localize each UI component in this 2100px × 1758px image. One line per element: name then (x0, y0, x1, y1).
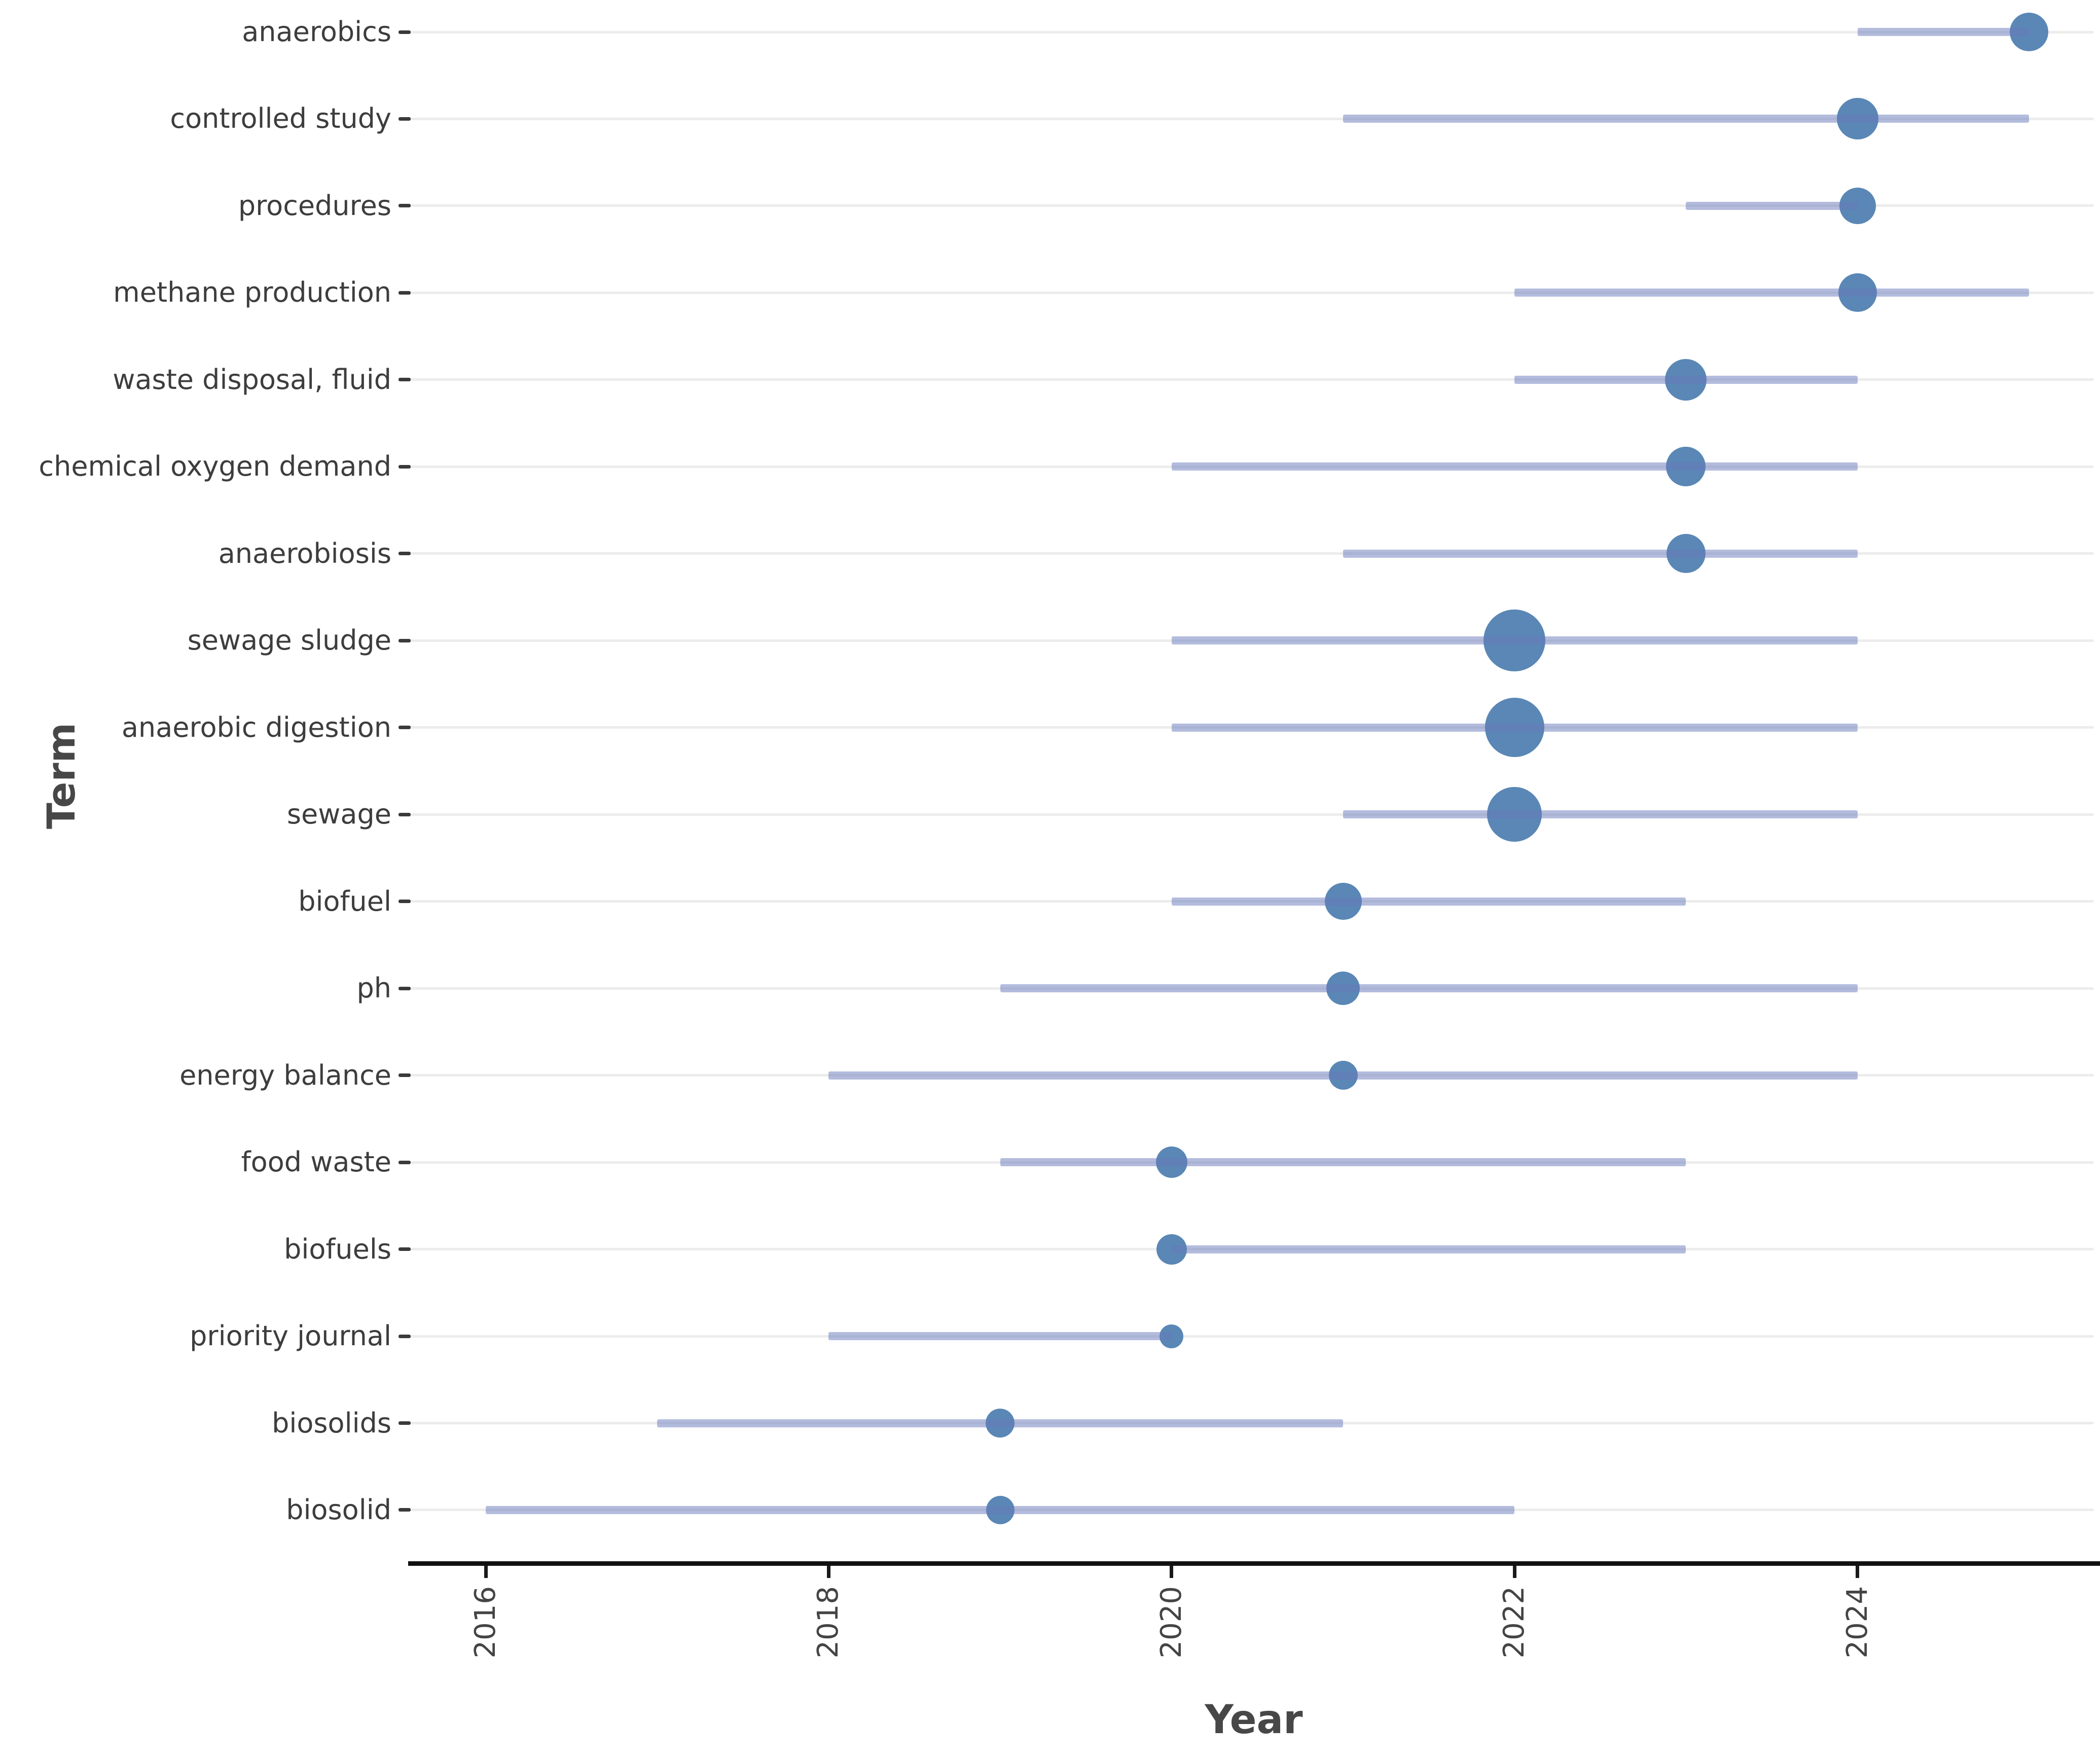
grid-line (408, 30, 2094, 33)
y-tick (399, 986, 411, 990)
y-tick (399, 378, 411, 382)
y-tick (399, 291, 411, 295)
grid-line (408, 552, 2094, 555)
range-line (1171, 1245, 1686, 1253)
range-line (1514, 375, 1858, 384)
range-line (1343, 115, 2029, 123)
x-axis-label: Year (1205, 1697, 1303, 1743)
grid-line (408, 291, 2094, 294)
grid-line (408, 204, 2094, 207)
term-label: energy balance (179, 1059, 391, 1091)
grid-line (408, 813, 2094, 816)
term-label: biofuels (284, 1233, 391, 1265)
x-tick (1170, 1566, 1174, 1578)
y-tick (399, 726, 411, 730)
x-tick (826, 1566, 830, 1578)
range-line (1343, 549, 1858, 558)
y-tick (399, 464, 411, 469)
range-line (1171, 723, 1858, 732)
term-label: anaerobics (242, 16, 391, 48)
term-label: anaerobic digestion (121, 711, 391, 743)
y-tick (399, 900, 411, 904)
y-tick (399, 1247, 411, 1251)
term-label: food waste (241, 1146, 391, 1178)
y-tick (399, 1160, 411, 1164)
y-tick (399, 1508, 411, 1512)
x-tick (484, 1566, 488, 1578)
term-label: procedures (238, 189, 391, 222)
term-label: sewage sludge (187, 624, 391, 657)
term-label: biofuel (298, 885, 391, 917)
range-line (828, 1332, 1172, 1341)
range-line (1686, 201, 1858, 210)
y-tick (399, 552, 411, 556)
y-tick (399, 117, 411, 121)
grid-line (408, 1335, 2094, 1338)
term-label: methane production (113, 276, 391, 309)
term-label: biosolid (286, 1493, 391, 1526)
term-label: controlled study (170, 102, 391, 135)
range-line (1171, 897, 1686, 906)
x-tick (1512, 1566, 1516, 1578)
term-label: priority journal (190, 1320, 391, 1352)
x-tick (1856, 1566, 1860, 1578)
y-tick (399, 1334, 411, 1338)
y-axis-label: Term (39, 723, 84, 829)
range-line (657, 1419, 1343, 1427)
grid-line (408, 378, 2094, 381)
term-label: anaerobiosis (218, 537, 391, 569)
term-label: ph (356, 972, 391, 1004)
term-label: biosolids (272, 1407, 391, 1439)
y-tick (399, 30, 411, 34)
range-line (1171, 462, 1858, 471)
range-line (1000, 984, 1858, 993)
x-tick-label: 2016 (469, 1586, 502, 1659)
x-tick-label: 2018 (812, 1586, 845, 1659)
range-line (828, 1071, 1858, 1080)
range-line (486, 1505, 1515, 1514)
term-label: waste disposal, fluid (113, 363, 391, 396)
term-label: sewage (286, 798, 391, 831)
range-line (1343, 810, 1858, 819)
y-tick (399, 1073, 411, 1078)
range-line (1514, 289, 2029, 297)
y-tick (399, 812, 411, 816)
x-tick-label: 2022 (1498, 1586, 1531, 1659)
range-line (1857, 28, 2029, 36)
x-tick-label: 2024 (1840, 1586, 1874, 1659)
x-axis-line (408, 1561, 2100, 1566)
y-tick (399, 204, 411, 208)
grid-line (408, 117, 2094, 120)
y-tick (399, 638, 411, 642)
range-line (1000, 1158, 1686, 1167)
range-line (1171, 636, 1858, 645)
y-tick (399, 1421, 411, 1425)
term-label: chemical oxygen demand (39, 450, 391, 483)
